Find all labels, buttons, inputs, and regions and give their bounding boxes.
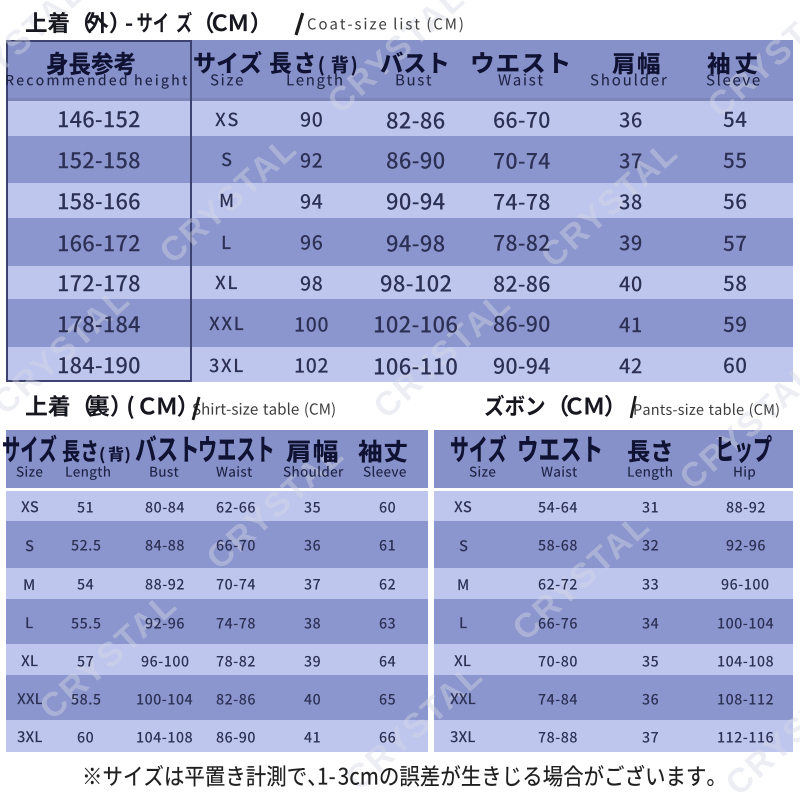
svg-text:CRYSTAL: CRYSTAL <box>533 133 685 276</box>
svg-text:CRYSTAL: CRYSTAL <box>505 506 657 649</box>
